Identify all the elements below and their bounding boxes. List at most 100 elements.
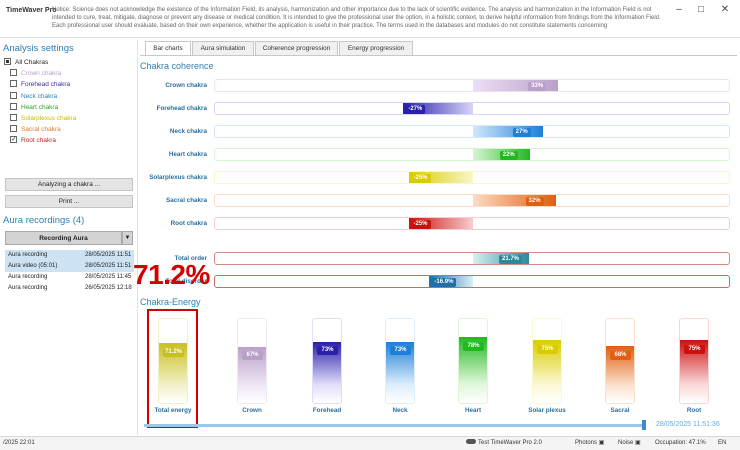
coherence-label: Solarplexus chakra (149, 174, 207, 181)
energy-column: 67% (237, 318, 267, 404)
recording-aura-button[interactable]: Recording Aura (5, 231, 122, 245)
checkbox-icon[interactable] (10, 134, 17, 145)
chakra-label: Solarplexus chakra (21, 115, 77, 122)
energy-value-label: 67% (242, 351, 263, 361)
energy-label: Heart (464, 407, 482, 414)
tab-aura-simulation[interactable]: Aura simulation (192, 41, 254, 55)
coherence-value-label: 27% (512, 128, 531, 137)
disclaimer-notice: Notice: Science does not acknowledge the… (52, 7, 661, 29)
energy-column: 68% (605, 318, 635, 404)
chakra-checkbox-row[interactable]: Solarplexus chakra (10, 113, 76, 124)
coherence-value-label: 22% (499, 151, 518, 160)
coherence-label: Neck chakra (169, 128, 207, 135)
coherence-bar-track: 22% (214, 148, 730, 161)
test-label: Test TimeWaver Pro 2.0 (478, 440, 542, 446)
coherence-bar (408, 218, 473, 229)
test-toggle[interactable]: Test TimeWaver Pro 2.0 (466, 437, 542, 450)
chakra-checkbox-row[interactable]: All Chakras (4, 57, 48, 68)
energy-value-label: 73% (317, 346, 338, 356)
coherence-label: Sacral chakra (166, 197, 207, 204)
recording-date: 28/05/2025 11:45 (85, 274, 132, 280)
coherence-label: Crown chakra (165, 82, 207, 89)
recording-name: Aura recording (8, 274, 48, 280)
energy-value-label: 68% (610, 350, 631, 360)
timeline-handle[interactable] (642, 420, 646, 430)
energy-value-label: 75% (684, 344, 705, 354)
app-title: TimeWaver Pro (6, 7, 57, 14)
coherence-label: Heart chakra (168, 151, 207, 158)
chakra-label: Forehead chakra (21, 81, 71, 89)
chakra-checkbox-row[interactable]: Crown chakra (10, 68, 61, 79)
analysis-settings-title: Analysis settings (3, 43, 74, 54)
recording-date: 28/05/2025 11:51 (85, 252, 132, 258)
coherence-value-label: 32% (525, 197, 544, 206)
noise-status: Noise ▣ (618, 437, 641, 450)
chakra-label: All Chakras (15, 59, 49, 66)
coherence-label: Total order (174, 255, 207, 262)
left-panel: Analysis settings All Chakras Crown chakr… (0, 40, 138, 435)
coherence-value-label: -25% (410, 220, 431, 229)
timeline-date: 28/05/2025 11:51:36 (656, 421, 720, 428)
coherence-bar (473, 195, 556, 206)
coherence-bar-track: 33% (214, 79, 730, 92)
energy-value-label: 73% (390, 346, 411, 356)
minimize-button[interactable]: – (676, 4, 682, 15)
chakra-checkbox-row[interactable]: Forehead chakra (10, 79, 70, 90)
chakra-checkbox-row[interactable]: Sacral chakra (10, 124, 61, 135)
noise-label: Noise (618, 440, 634, 446)
checkbox-icon[interactable] (10, 125, 17, 133)
total-energy-callout: 71.2% (133, 259, 210, 290)
analyze-chakra-button[interactable]: Analyzing a chakra ... (5, 178, 133, 191)
chakra-checkbox-row[interactable]: Heart chakra (10, 102, 58, 113)
coherence-bar-track: 27% (214, 125, 730, 138)
coherence-bar (473, 80, 559, 91)
checkbox-icon[interactable] (10, 69, 17, 77)
coherence-label: Root chakra (170, 220, 207, 227)
tab-coherence-progression[interactable]: Coherence progression (255, 41, 338, 55)
coherence-label: Forehead chakra (156, 105, 207, 112)
recording-row[interactable]: Aura recording 26/05/2025 12:18 (5, 283, 134, 294)
coherence-bar-track: -25% (214, 171, 730, 184)
tab-bar: Bar charts Aura simulation Coherence pro… (140, 41, 740, 56)
checkbox-icon[interactable] (10, 114, 17, 121)
recording-name: Aura video (05:01) (8, 263, 58, 269)
chakra-checkbox-row[interactable]: Neck chakra (10, 91, 57, 102)
checkbox-icon[interactable] (10, 80, 17, 88)
recording-row[interactable]: Aura recording 28/05/2025 11:45 (5, 272, 134, 283)
chakra-checkbox-row[interactable]: Root chakra (10, 134, 57, 146)
checkbox-icon[interactable] (4, 58, 11, 65)
language-flag-icon[interactable]: EN (718, 440, 727, 446)
energy-column: 75% (679, 318, 709, 404)
maximize-button[interactable]: □ (697, 4, 705, 15)
timeline-track[interactable] (144, 424, 644, 427)
tab-energy-progression[interactable]: Energy progression (339, 41, 413, 55)
energy-column: 78% (458, 318, 488, 404)
recording-row[interactable]: Aura recording 28/05/2025 11:51 (5, 250, 134, 261)
photons-label: Photons (575, 440, 598, 446)
checkbox-icon[interactable] (10, 102, 17, 110)
chakra-label: Sacral chakra (21, 126, 61, 134)
chakra-coherence-title: Chakra coherence (140, 61, 214, 71)
photons-status: Photons ▣ (575, 437, 604, 450)
recording-row[interactable]: Aura video (05:01) 28/05/2025 11:51 (5, 261, 134, 272)
coherence-bar-track: 32% (214, 194, 730, 207)
chakra-label: Heart chakra (21, 103, 59, 111)
recording-dropdown-button[interactable]: ▼ (122, 231, 133, 245)
coherence-bar (473, 126, 543, 137)
energy-value-label: 78% (463, 341, 484, 351)
checkbox-icon[interactable] (10, 91, 17, 99)
noise-icon: ▣ (635, 440, 641, 446)
print-button[interactable]: Print ... (5, 195, 133, 208)
energy-label: Total energy (154, 407, 192, 414)
close-button[interactable]: ✕ (720, 4, 730, 15)
aura-recordings-title: Aura recordings (4) (3, 215, 85, 226)
coherence-value-label: -25% (410, 174, 431, 183)
chakra-label: Root chakra (21, 137, 57, 145)
coherence-bar-track: -25% (214, 217, 730, 230)
status-bar: /2025 22:01 Test TimeWaver Pro 2.0 Photo… (0, 436, 740, 450)
coherence-value-label: -16.9% (431, 278, 457, 287)
coherence-value-label: 21.7% (498, 255, 522, 264)
tab-bar-charts[interactable]: Bar charts (145, 41, 191, 56)
coherence-bar (403, 103, 473, 114)
title-bar: TimeWaver Pro Notice: Science does not a… (0, 0, 740, 38)
